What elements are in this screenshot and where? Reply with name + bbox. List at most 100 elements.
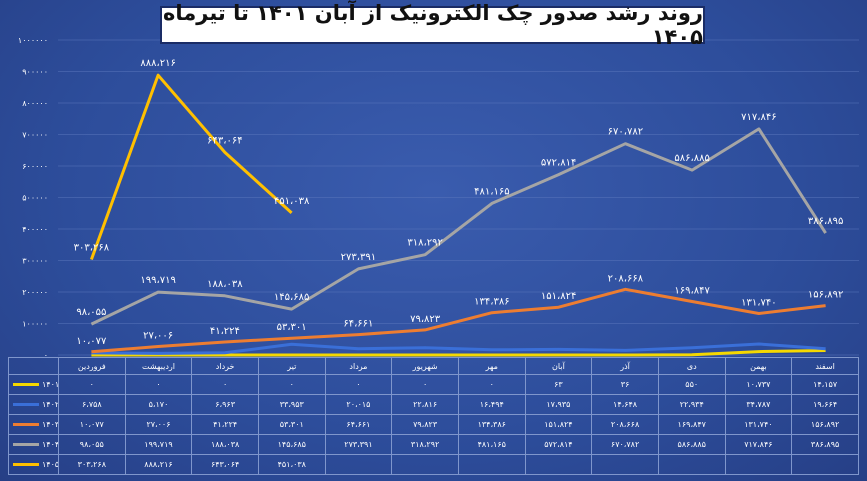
table-row: ۱۴۰۴ ۹۸،۰۵۵ ۱۹۹،۷۱۹ ۱۸۸،۰۳۸ ۱۴۵،۶۸۵ ۲۷۳،۳۹۱ ۳۱… — [8, 434, 859, 455]
data-label: ۴۱،۲۲۴ — [210, 326, 240, 337]
table-cell: ۷۹،۸۲۳ — [391, 414, 459, 435]
data-label: ۵۸۶،۸۸۵ — [674, 153, 709, 164]
table-cell: ۲۰،۰۱۵ — [324, 394, 393, 415]
data-label: ۱۸۸،۰۳۸ — [207, 279, 243, 290]
table-cell: ۲۲،۸۱۶ — [391, 394, 459, 415]
series-line-2 — [91, 287, 826, 354]
legend-label: ۱۴۰۵ — [42, 460, 59, 469]
table-header-month: آذر — [591, 357, 659, 375]
data-label: ۶۴،۶۶۱ — [343, 319, 373, 330]
legend-label: ۱۴۰۲ — [42, 400, 59, 409]
table-cell — [657, 454, 726, 475]
table-header-month: مرداد — [324, 357, 393, 375]
data-label: ۳۰۳،۲۶۸ — [74, 242, 110, 253]
y-tick-label: ۲۰۰۰۰۰ — [22, 288, 48, 297]
data-label: ۱۵۶،۸۹۲ — [808, 290, 843, 301]
data-label: ۷۱۷،۸۴۶ — [741, 112, 776, 123]
table-corner — [8, 357, 59, 375]
data-label: ۶۷۰،۷۸۲ — [608, 127, 643, 138]
table-cell: ۱۰،۷۳۷ — [724, 374, 793, 395]
table-cell: ۱۴۵،۶۸۵ — [257, 434, 326, 455]
legend-swatch — [13, 423, 39, 426]
data-label: ۲۷۳،۳۹۱ — [341, 252, 376, 263]
table-cell: ۰ — [257, 374, 326, 395]
y-tick-label: ۵۰۰۰۰۰ — [22, 194, 48, 203]
legend-swatch — [13, 403, 39, 406]
table-header-month: شهریور — [391, 357, 459, 375]
table-cell: ۱۳۴،۳۸۶ — [457, 414, 526, 435]
series-line-1 — [91, 342, 826, 355]
table-cell: ۳۰۳،۲۶۸ — [58, 454, 126, 475]
table-cell: ۲۲،۹۳۴ — [657, 394, 726, 415]
table-cell: ۲۷۳،۳۹۱ — [324, 434, 393, 455]
table-header-month: اردیبهشت — [124, 357, 193, 375]
table-cell: ۱۵۱،۸۲۴ — [524, 414, 593, 435]
table-header-month: فروردین — [58, 357, 126, 375]
table-cell: ۱۴،۶۴۸ — [591, 394, 659, 415]
table-cell — [591, 454, 659, 475]
legend-entry: ۱۴۰۲ — [8, 394, 59, 415]
table-cell: ۳۶ — [591, 374, 659, 395]
data-label: ۴۵۱،۰۳۸ — [274, 196, 310, 207]
table-cell: ۰ — [391, 374, 459, 395]
legend-entry: ۱۴۰۳ — [8, 414, 59, 435]
data-label: ۱۰،۰۷۷ — [76, 336, 107, 347]
table-cell: ۱۰،۰۷۷ — [58, 414, 126, 435]
table-cell: ۱۸۸،۰۳۸ — [191, 434, 259, 455]
table-row: ۱۴۰۲ ۶،۷۵۸ ۵،۱۷۰ ۶،۹۶۳ ۳۳،۹۵۳ ۲۰،۰۱۵ ۲۲،۸۱۶ ۱۶،… — [8, 394, 859, 415]
data-label: ۹۸،۰۵۵ — [76, 307, 106, 318]
data-label: ۱۴۵،۶۸۵ — [274, 292, 309, 303]
table-cell: ۵۵۰ — [657, 374, 726, 395]
y-tick-label: ۱۰۰۰۰۰۰ — [18, 36, 48, 45]
y-tick-label: ۳۰۰۰۰۰ — [22, 257, 48, 266]
table-row: ۱۴۰۳ ۱۰،۰۷۷ ۲۷،۰۰۶ ۴۱،۲۲۴ ۵۳،۳۰۱ ۶۴،۶۶۱ ۷۹،۸۲۳… — [8, 414, 859, 435]
data-label: ۱۶۹،۸۴۷ — [674, 285, 710, 296]
table-cell: ۱۶،۴۹۴ — [457, 394, 526, 415]
table-cell: ۶۷۰،۷۸۲ — [591, 434, 659, 455]
table-header-month: آبان — [524, 357, 593, 375]
y-tick-label: ۸۰۰۰۰۰ — [22, 99, 48, 108]
legend-label: ۱۴۰۳ — [42, 420, 59, 429]
legend-label: ۱۴۰۱ — [42, 380, 59, 389]
table-cell: ۰ — [324, 374, 393, 395]
table-cell: ۵۳،۳۰۱ — [257, 414, 326, 435]
table-cell — [457, 454, 526, 475]
table-row: ۱۴۰۵ ۳۰۳،۲۶۸ ۸۸۸،۲۱۶ ۶۴۳،۰۶۴ ۴۵۱،۰۳۸ — [8, 454, 859, 475]
data-label: ۲۰۸،۶۶۸ — [608, 273, 644, 284]
legend-swatch — [13, 463, 39, 466]
data-table: فروردین اردیبهشت خرداد تیر مرداد شهریور مهر آبا… — [8, 357, 859, 475]
y-tick-label: ۹۰۰۰۰۰ — [22, 68, 48, 77]
legend-entry: ۱۴۰۵ — [8, 454, 59, 475]
series-line-4 — [89, 73, 293, 261]
table-cell — [324, 454, 393, 475]
table-cell: ۶،۹۶۳ — [191, 394, 259, 415]
table-cell: ۰ — [457, 374, 526, 395]
table-header-month: تیر — [257, 357, 326, 375]
data-label: ۲۷،۰۰۶ — [143, 330, 173, 341]
table-cell: ۱۶۹،۸۴۷ — [657, 414, 726, 435]
table-cell: ۳۳،۹۵۳ — [257, 394, 326, 415]
data-label: ۱۳۱،۷۴۰ — [741, 298, 776, 309]
table-header-month: بهمن — [724, 357, 793, 375]
data-label: ۳۱۸،۲۹۲ — [407, 238, 442, 249]
table-header-month: خرداد — [191, 357, 259, 375]
data-label: ۵۳،۳۰۱ — [277, 322, 307, 333]
table-cell: ۴۱،۲۲۴ — [191, 414, 259, 435]
y-tick-label: ۰ — [44, 351, 48, 360]
table-cell: ۴۵۱،۰۳۸ — [257, 454, 326, 475]
table-cell — [791, 454, 859, 475]
table-cell: ۶،۷۵۸ — [58, 394, 126, 415]
data-label: ۷۹،۸۲۳ — [410, 314, 441, 325]
legend-entry: ۱۴۰۱ — [8, 374, 59, 395]
data-label: ۶۴۳،۰۶۴ — [207, 135, 242, 146]
table-cell: ۱۳۱،۷۴۰ — [724, 414, 793, 435]
table-cell: ۳۴،۷۸۷ — [724, 394, 793, 415]
y-tick-label: ۴۰۰۰۰۰ — [22, 225, 48, 234]
legend-swatch — [13, 383, 39, 386]
table-cell: ۳۸۶،۸۹۵ — [791, 434, 859, 455]
series-line-3 — [90, 127, 827, 326]
data-label: ۴۸۱،۱۶۵ — [474, 186, 509, 197]
table-header-month: مهر — [457, 357, 526, 375]
data-label: ۱۳۴،۳۸۶ — [474, 297, 509, 308]
table-cell — [724, 454, 793, 475]
